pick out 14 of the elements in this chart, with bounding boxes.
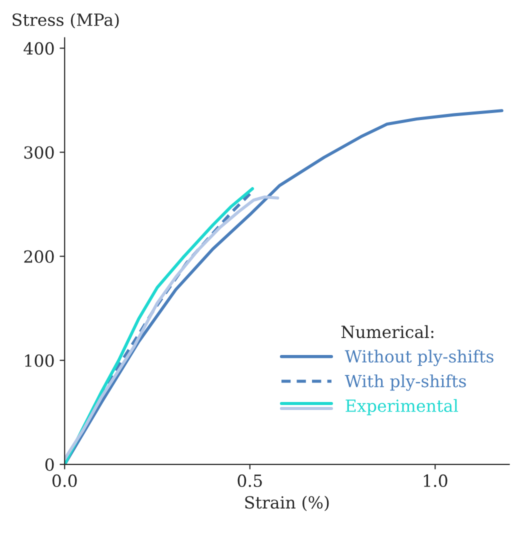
legend-label: Without ply-shifts xyxy=(344,350,494,366)
x-axis-title: Strain (%) xyxy=(245,496,329,512)
y-axis-title: Stress (MPa) xyxy=(12,13,119,28)
legend-title: Numerical: xyxy=(341,325,434,338)
y-tick-label: 200 xyxy=(24,250,54,263)
legend-label: With ply-shifts xyxy=(344,374,466,391)
x-tick-label: 0.5 xyxy=(238,474,262,488)
y-tick-label: 400 xyxy=(24,42,54,55)
x-tick-label: 0.0 xyxy=(52,474,77,488)
y-tick-label: 300 xyxy=(24,146,54,159)
y-tick-label: 0 xyxy=(45,458,54,471)
x-tick-label: 1.0 xyxy=(424,474,448,488)
legend-label: Experimental xyxy=(346,399,458,416)
y-tick-label: 100 xyxy=(25,354,54,367)
